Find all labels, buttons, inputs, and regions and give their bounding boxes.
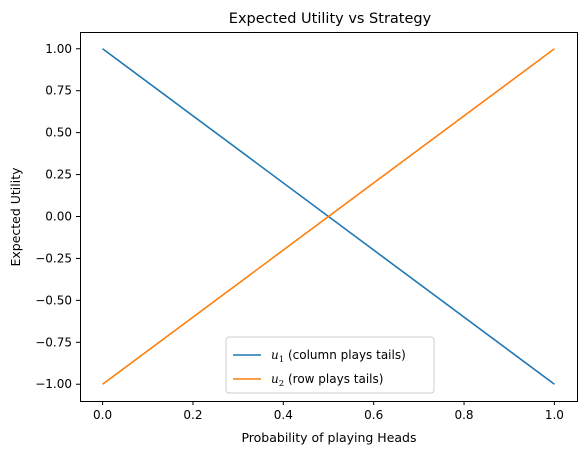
y-tick-label: −1.00 (35, 377, 72, 391)
series-line-2 (102, 48, 555, 385)
legend: u1 (column plays tails) u2 (row plays tai… (225, 336, 435, 394)
x-axis-ticks: 0.0 0.2 0.4 0.6 0.8 1.0 (93, 401, 564, 422)
x-tick-label: 0.4 (274, 408, 293, 422)
y-tick-label: −0.75 (35, 335, 72, 349)
x-axis-label: Probability of playing Heads (241, 430, 416, 445)
y-tick-label: 0.25 (45, 168, 72, 182)
y-axis-ticks: 1.00 0.75 0.50 0.25 0.00 −0.25 −0.50 −0.75 −1.00 (35, 42, 80, 391)
legend-label-2: u2 (row plays tails) (271, 372, 383, 389)
y-tick-label: −0.50 (35, 293, 72, 307)
y-tick-label: 1.00 (45, 42, 72, 56)
x-tick-label: 1.0 (545, 408, 564, 422)
x-tick-label: 0.6 (364, 408, 383, 422)
legend-box (225, 336, 435, 394)
series-layer (102, 48, 555, 385)
y-tick-label: 0.00 (45, 210, 72, 224)
plot-frame (80, 32, 578, 402)
y-tick-label: 0.50 (45, 126, 72, 140)
y-axis-label: Expected Utility (8, 167, 23, 267)
x-tick-label: 0.8 (454, 408, 473, 422)
chart-title: Expected Utility vs Strategy (229, 11, 432, 27)
y-tick-label: 0.75 (45, 84, 72, 98)
x-tick-label: 0.0 (93, 408, 112, 422)
x-tick-label: 0.2 (183, 408, 202, 422)
legend-label-1: u1 (column plays tails) (271, 348, 406, 365)
y-tick-label: −0.25 (35, 251, 72, 265)
